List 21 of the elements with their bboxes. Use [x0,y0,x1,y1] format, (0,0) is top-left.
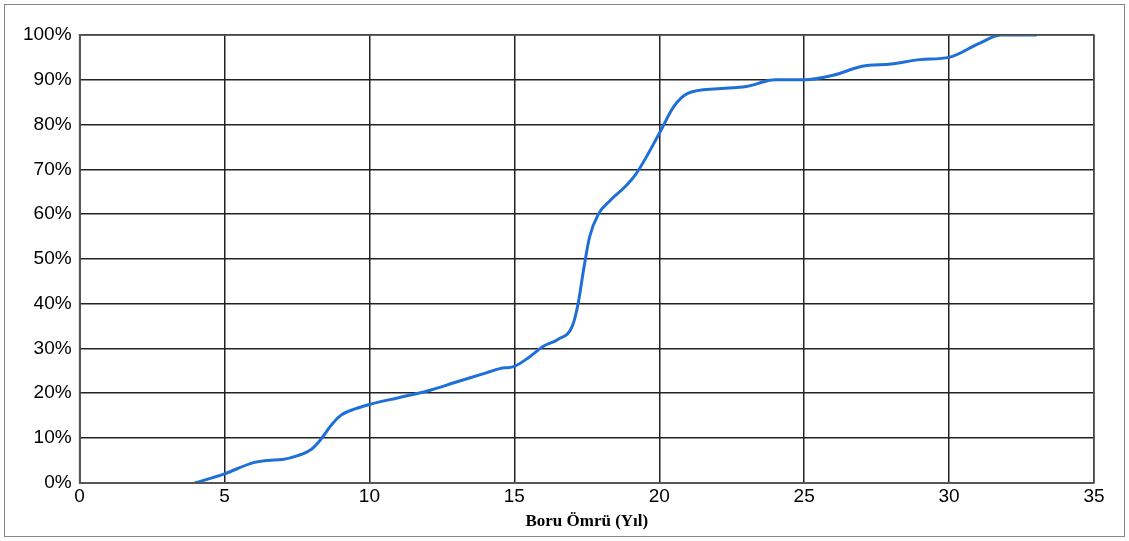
y-tick-label: 90% [33,68,72,90]
y-tick-label: 10% [33,426,72,448]
x-tick-label: 20 [648,485,670,507]
x-tick-label: 25 [793,485,815,507]
x-tick-label: 10 [358,485,380,507]
y-tick-label: 80% [33,112,72,134]
line-series [194,35,1038,483]
y-tick-label: 0% [44,471,72,493]
x-axis-title: Boru Ömrü (Yıl) [525,511,649,531]
y-tick-label: 20% [33,381,72,403]
x-tick-label: 5 [219,485,230,507]
x-tick-label: 0 [74,485,85,507]
y-tick-label: 70% [33,157,72,179]
y-tick-label: 30% [33,336,72,358]
y-tick-label: 100% [22,23,72,45]
x-tick-label: 15 [503,485,525,507]
x-tick-label: 35 [1083,485,1105,507]
y-tick-label: 60% [33,202,72,224]
x-tick-label: 30 [938,485,960,507]
y-tick-label: 50% [33,247,72,269]
y-tick-label: 40% [33,291,72,313]
